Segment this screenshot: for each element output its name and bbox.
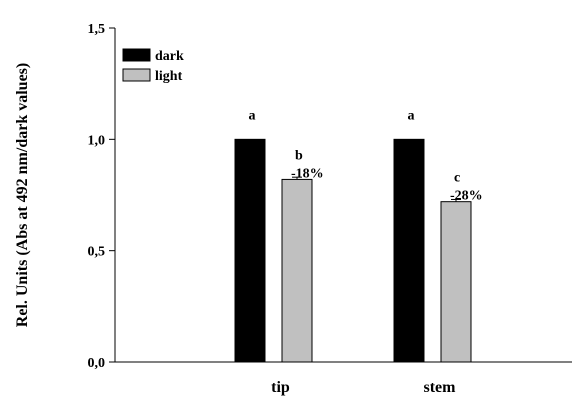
significance-letter: a <box>408 108 415 123</box>
y-axis-label: Rel. Units (Abs at 492 nm/dark values) <box>14 63 31 327</box>
bar-dark-tip <box>234 138 266 363</box>
legend-swatch-dark <box>122 48 151 62</box>
y-tick-label: 1,0 <box>88 133 106 148</box>
bar-light-tip <box>281 178 313 363</box>
y-tick-label: 1,5 <box>88 22 106 37</box>
category-label-tip: tip <box>271 379 290 396</box>
significance-letter: b <box>295 148 303 163</box>
bar-light-stem <box>440 201 472 363</box>
change-label: -18% <box>291 166 324 181</box>
legend-label-light: light <box>155 69 183 84</box>
legend-swatch-light <box>122 68 151 82</box>
y-tick-label: 0,0 <box>88 356 106 371</box>
category-label-stem: stem <box>424 379 457 396</box>
y-tick-label: 0,5 <box>88 245 106 260</box>
significance-letter: c <box>454 171 460 186</box>
axes: 0,0 0,5 1,0 1,5 <box>88 22 572 371</box>
bar-dark-stem <box>393 138 425 363</box>
legend-label-dark: dark <box>155 49 184 64</box>
bars: a -18% b tip a -28% c stem <box>234 108 483 396</box>
significance-letter: a <box>249 108 256 123</box>
change-label: -28% <box>450 189 483 204</box>
legend: dark light <box>122 48 184 84</box>
